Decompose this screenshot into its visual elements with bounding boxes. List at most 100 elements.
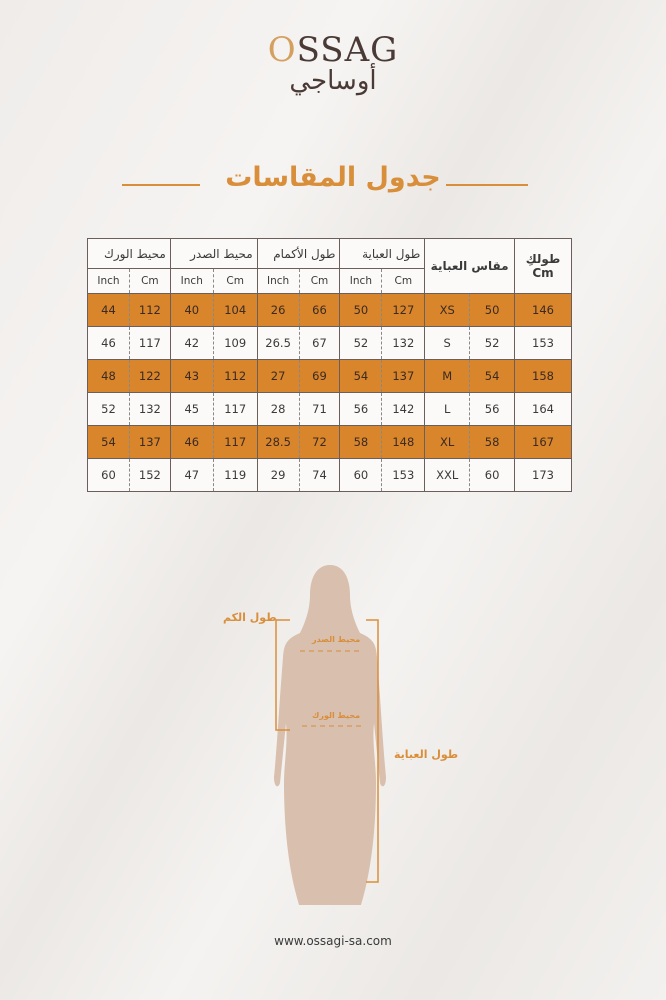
- cell-size: XS: [424, 293, 471, 327]
- header-height: طولكِ Cm: [514, 238, 572, 294]
- cell-hip-cm: 117: [128, 326, 171, 360]
- header-height-label: طولكِ: [525, 252, 561, 266]
- unit-cm: Cm: [213, 268, 258, 294]
- cell-len-cm: 142: [381, 392, 426, 426]
- cell-hip-cm: 122: [128, 359, 171, 393]
- cell-len-cm: 137: [381, 359, 426, 393]
- cell-size: S: [424, 326, 471, 360]
- cell-len-cm: 127: [381, 293, 426, 327]
- cell-sleeve-in: 29: [256, 458, 300, 492]
- cell-hip-in: 60: [87, 458, 130, 492]
- cell-chest-in: 43: [169, 359, 214, 393]
- logo-arabic: أوساجي: [289, 66, 377, 96]
- cell-sleeve-in: 28: [256, 392, 300, 426]
- cell-sleeve-cm: 72: [298, 425, 341, 459]
- cell-chest-in: 46: [169, 425, 214, 459]
- sleeve-length-label: طول الكم: [223, 611, 277, 624]
- cell-chest-in: 45: [169, 392, 214, 426]
- cell-sleeve-cm: 69: [298, 359, 341, 393]
- cell-chest-in: 47: [169, 458, 214, 492]
- chest-label: محيط الصدر: [312, 635, 361, 644]
- body-figure: [274, 565, 386, 905]
- cell-sleeve-in: 27: [256, 359, 300, 393]
- unit-inch: Inch: [256, 268, 300, 294]
- cell-hip-cm: 112: [128, 293, 171, 327]
- table-row: 46 117 42 109 26.5 67 52 132 S 52 153: [87, 326, 572, 360]
- cell-hip-cm: 152: [128, 458, 171, 492]
- cell-height: 167: [514, 425, 572, 459]
- cell-chest-cm: 104: [212, 293, 258, 327]
- cell-len-cm: 132: [381, 326, 426, 360]
- cell-size-num: 56: [469, 392, 515, 426]
- cell-chest-cm: 119: [212, 458, 258, 492]
- cell-height: 146: [514, 293, 572, 327]
- title-divider-left: [122, 184, 200, 186]
- unit-cm: Cm: [381, 268, 426, 294]
- cell-len-in: 50: [339, 293, 383, 327]
- cell-hip-in: 54: [87, 425, 130, 459]
- cell-chest-in: 42: [169, 326, 214, 360]
- cell-hip-in: 52: [87, 392, 130, 426]
- table-row: 60 152 47 119 29 74 60 153 XXL 60 173: [87, 458, 572, 492]
- cell-len-in: 52: [339, 326, 383, 360]
- cell-sleeve-in: 28.5: [256, 425, 300, 459]
- header-chest: محيط الصدر: [169, 238, 258, 269]
- table-row: 54 137 46 117 28.5 72 58 148 XL 58 167: [87, 425, 572, 459]
- cell-chest-cm: 117: [212, 425, 258, 459]
- website-url: www.ossagi-sa.com: [274, 934, 392, 948]
- cell-len-in: 54: [339, 359, 383, 393]
- logo-english: OSSAG: [267, 30, 399, 70]
- size-table: محيط الورك محيط الصدر طول الأكمام طول ال…: [87, 238, 572, 492]
- cell-size: L: [424, 392, 471, 426]
- title-divider-right: [446, 184, 528, 186]
- cell-sleeve-cm: 66: [298, 293, 341, 327]
- unit-inch: Inch: [87, 268, 130, 294]
- cell-hip-in: 48: [87, 359, 130, 393]
- table-row: 48 122 43 112 27 69 54 137 M 54 158: [87, 359, 572, 393]
- header-height-unit: Cm: [532, 266, 554, 280]
- cell-sleeve-cm: 67: [298, 326, 341, 360]
- cell-size-num: 50: [469, 293, 515, 327]
- cell-hip-in: 46: [87, 326, 130, 360]
- unit-inch: Inch: [169, 268, 214, 294]
- cell-size-num: 54: [469, 359, 515, 393]
- cell-chest-cm: 109: [212, 326, 258, 360]
- cell-hip-cm: 137: [128, 425, 171, 459]
- cell-len-in: 56: [339, 392, 383, 426]
- cell-sleeve-in: 26.5: [256, 326, 300, 360]
- length-bracket: [366, 619, 379, 883]
- cell-chest-cm: 112: [212, 359, 258, 393]
- cell-len-in: 58: [339, 425, 383, 459]
- cell-size-num: 52: [469, 326, 515, 360]
- cell-height: 173: [514, 458, 572, 492]
- unit-cm: Cm: [299, 268, 341, 294]
- cell-size-num: 60: [469, 458, 515, 492]
- sleeve-bracket: [275, 619, 290, 731]
- cell-hip-cm: 132: [128, 392, 171, 426]
- cell-chest-in: 40: [169, 293, 214, 327]
- cell-height: 153: [514, 326, 572, 360]
- woman-silhouette-icon: [274, 565, 386, 905]
- abaya-length-label: طول العباية: [394, 748, 459, 761]
- cell-size: XXL: [424, 458, 471, 492]
- cell-size-num: 58: [469, 425, 515, 459]
- cell-height: 158: [514, 359, 572, 393]
- header-abaya-length: طول العباية: [339, 238, 426, 269]
- cell-sleeve-cm: 71: [298, 392, 341, 426]
- unit-inch: Inch: [339, 268, 383, 294]
- cell-len-in: 60: [339, 458, 383, 492]
- cell-sleeve-cm: 74: [298, 458, 341, 492]
- table-row: 52 132 45 117 28 71 56 142 L 56 164: [87, 392, 572, 426]
- cell-len-cm: 148: [381, 425, 426, 459]
- header-sleeve: طول الأكمام: [256, 238, 341, 269]
- unit-cm: Cm: [129, 268, 171, 294]
- cell-len-cm: 153: [381, 458, 426, 492]
- table-row: 44 112 40 104 26 66 50 127 XS 50 146: [87, 293, 572, 327]
- cell-size: XL: [424, 425, 471, 459]
- header-hip: محيط الورك: [87, 238, 171, 269]
- page-title: جدول المقاسات: [225, 162, 441, 193]
- cell-hip-in: 44: [87, 293, 130, 327]
- cell-sleeve-in: 26: [256, 293, 300, 327]
- cell-size: M: [424, 359, 471, 393]
- cell-height: 164: [514, 392, 572, 426]
